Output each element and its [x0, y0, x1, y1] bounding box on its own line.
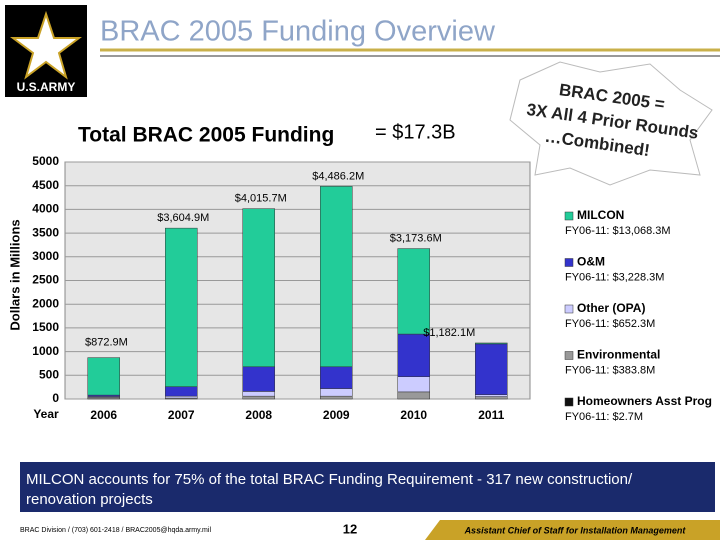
bar-segment — [397, 333, 430, 377]
y-tick-label: 1000 — [32, 344, 59, 358]
legend-swatch — [564, 397, 574, 407]
footer-org: Assistant Chief of Staff for Installatio… — [464, 525, 687, 535]
bar-segment — [475, 343, 508, 395]
legend-label: MILCON — [577, 208, 624, 222]
badge — [509, 61, 713, 186]
legend-swatch — [564, 351, 574, 360]
callout-box — [20, 462, 715, 512]
y-tick-label: 500 — [39, 367, 59, 381]
bar-segment — [87, 357, 120, 396]
total-label: $4,486.2M — [312, 170, 364, 182]
y-tick-label: 2000 — [32, 296, 59, 310]
legend-summary: FY06-11: $13,068.3M — [565, 225, 671, 237]
legend-label: Environmental — [577, 348, 660, 362]
x-tick-label: 2011 — [478, 408, 504, 422]
x-tick-label: 2008 — [245, 408, 272, 422]
y-tick-label: 3000 — [32, 249, 59, 263]
bar-segment — [320, 366, 353, 389]
bar-segment — [165, 227, 198, 387]
y-tick-label: 0 — [52, 391, 59, 405]
legend-label: Homeowners Asst Prog — [577, 394, 712, 408]
footer-contact: BRAC Division / (703) 601-2418 / BRAC200… — [20, 527, 211, 534]
total-label: $1,182.1M — [423, 327, 475, 339]
chart-title: Total BRAC 2005 Funding — [78, 124, 334, 147]
total-label: $3,604.9M — [157, 212, 209, 224]
callout-text: renovation projects — [26, 491, 153, 508]
bar-segment — [165, 386, 198, 397]
bar-segment — [397, 376, 430, 393]
page-number: 12 — [343, 521, 357, 536]
bar-segment — [242, 366, 275, 392]
total-label: $872.9M — [85, 337, 128, 349]
bar-segment — [320, 388, 353, 397]
logo-star — [10, 10, 82, 80]
legend-summary: FY06-11: $652.3M — [565, 318, 655, 330]
total-label: $3,173.6M — [390, 232, 442, 244]
y-tick-label: 1500 — [32, 320, 59, 334]
x-tick-label: 2009 — [323, 408, 350, 422]
bar-segment — [397, 248, 430, 335]
y-tick-label: 4500 — [32, 178, 59, 192]
bar-segment — [475, 396, 508, 400]
total-label: $4,015.7M — [235, 193, 287, 205]
legend-label: Other (OPA) — [577, 301, 645, 315]
legend-label: O&M — [577, 255, 605, 269]
bar-segment — [242, 391, 275, 397]
bar-segment — [397, 391, 430, 400]
x-tick-label: 2006 — [90, 408, 117, 422]
chart: 0 500 1000 1500 2000 2500 3000 3500 4000 4500 5000… — [32, 154, 530, 422]
legend-summary: FY06-11: $2.7M — [565, 411, 643, 423]
chart-title-note: = $17.3B — [375, 121, 456, 143]
bar-segment — [475, 342, 508, 345]
legend: MILCON FY06-11: $13,068.3M O&M FY06-11: $3,… — [564, 208, 712, 423]
y-tick-label: 3500 — [32, 225, 59, 239]
legend-summary: FY06-11: $3,228.3M — [565, 271, 664, 283]
y-tick-label: 4000 — [32, 202, 59, 216]
bar-segment — [242, 395, 275, 400]
slide-title: BRAC 2005 Funding Overview — [100, 16, 496, 48]
bar-segment — [165, 395, 198, 399]
bar-segment — [475, 394, 508, 397]
x-tick-label: 2010 — [400, 408, 427, 422]
x-axis-title: Year — [33, 407, 59, 421]
y-tick-label: 2500 — [32, 273, 59, 287]
x-tick-label: 2007 — [168, 408, 195, 422]
legend-swatch — [564, 258, 574, 267]
legend-swatch — [564, 304, 574, 314]
bar-segment — [320, 186, 353, 368]
bar-segment — [320, 395, 353, 400]
callout-text: MILCON accounts for 75% of the total BRA… — [26, 471, 633, 488]
y-tick-label: 5000 — [32, 154, 59, 168]
legend-summary: FY06-11: $383.8M — [565, 364, 655, 376]
footer-banner — [425, 520, 720, 540]
legend-swatch — [564, 211, 574, 221]
logo-text: U.S.ARMY — [17, 80, 76, 94]
bar-segment — [242, 208, 275, 368]
y-axis-title: Dollars in Millions — [7, 219, 22, 330]
